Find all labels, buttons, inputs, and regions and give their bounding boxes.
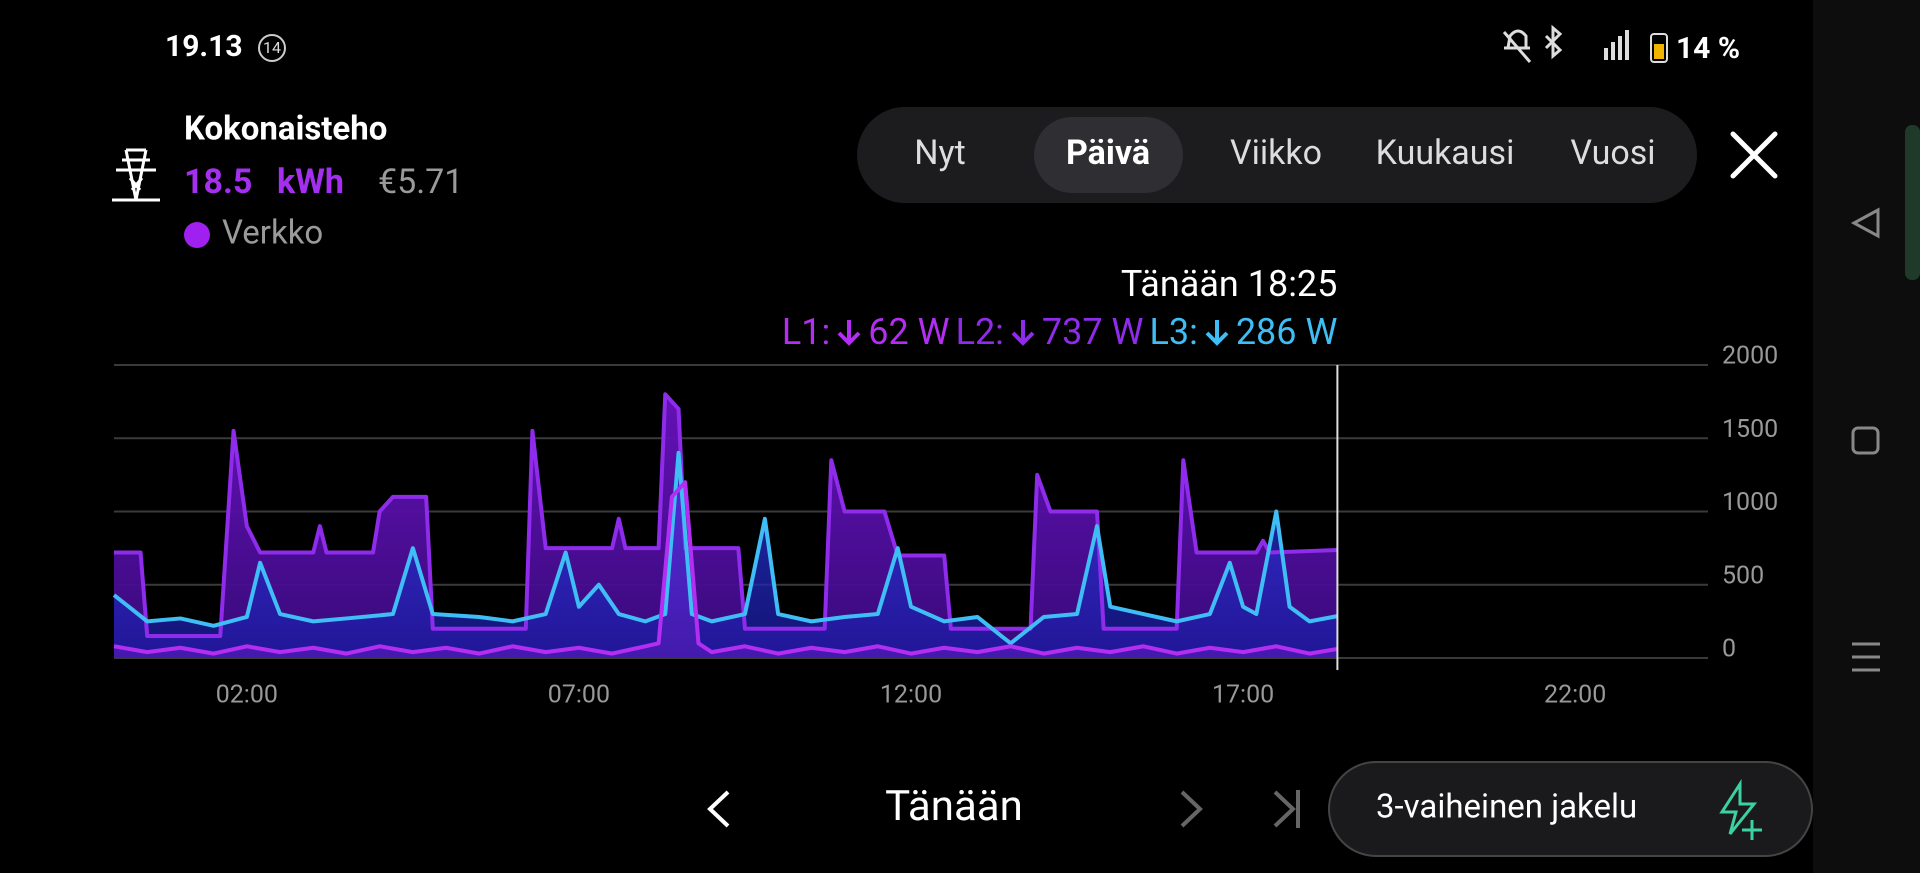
tooltip-series-name: L3: <box>1149 311 1198 353</box>
chart: 0 500 1000 1500 2000 02:00 07:00 12:00 17:00 22:0… <box>112 342 1778 710</box>
arrow-path <box>1011 320 1035 346</box>
arrow-path <box>1205 320 1229 346</box>
badge-circle <box>258 34 286 62</box>
arrow-path <box>837 320 861 346</box>
x-tick-label: 17:00 <box>1212 681 1274 710</box>
header-title: Kokonaisteho <box>184 110 387 149</box>
distribution-button[interactable] <box>1328 761 1813 857</box>
tooltip-series-name: L1: <box>781 311 831 353</box>
x-tick-label: 22:00 <box>1544 681 1606 710</box>
battery-level: 14 % <box>1676 31 1740 66</box>
energy-unit: kWh <box>277 162 344 202</box>
status-icons <box>1502 24 1668 63</box>
cost: €5.71 <box>378 162 463 202</box>
tooltip-title: Tänään 18:25 <box>1120 263 1338 305</box>
status-time: 19.13 <box>165 29 243 64</box>
tooltip-value: 286 W <box>1235 311 1338 353</box>
tab-active[interactable]: Päivä <box>1066 133 1150 173</box>
y-tick-label: 500 <box>1722 561 1764 590</box>
source-dot <box>184 222 210 248</box>
tab[interactable]: Viikko <box>1230 133 1322 173</box>
x-tick-label: 07:00 <box>548 681 610 710</box>
source-label: Verkko <box>222 214 323 253</box>
tab[interactable]: Vuosi <box>1570 133 1655 173</box>
x-tick-label: 02:00 <box>216 681 278 710</box>
tab[interactable]: Kuukausi <box>1376 133 1515 173</box>
nav-home[interactable] <box>1851 426 1880 455</box>
tooltip: Tänään 18:25 L1: 62 W L2: 737 W L3: 286 W <box>782 263 1338 353</box>
x-tick-label: 12:00 <box>880 681 942 710</box>
tooltip-values: L1: 62 W L2: 737 W L3: 286 W <box>782 311 1338 353</box>
period-label: Tänään <box>885 782 1023 831</box>
pylon-icon <box>112 148 160 202</box>
bolt-icon <box>1719 778 1762 840</box>
tab[interactable]: Nyt <box>914 133 965 173</box>
down-arrow <box>1011 320 1035 346</box>
y-tick-label: 2000 <box>1722 342 1778 371</box>
tab-active-bg <box>1034 117 1183 193</box>
series-line <box>113 480 1338 656</box>
y-tick-label: 1000 <box>1722 488 1778 517</box>
status-badge: 14 <box>263 38 281 57</box>
prev-button[interactable] <box>707 790 730 828</box>
nav-bar <box>1813 0 1920 873</box>
area-fill <box>114 452 1338 658</box>
edge-handle <box>1905 125 1920 280</box>
button-label: 3-vaiheinen jakelu <box>1376 788 1637 827</box>
down-arrow <box>1205 320 1229 346</box>
series-line <box>112 450 1338 646</box>
next-button[interactable] <box>1180 790 1203 828</box>
y-tick-label: 0 <box>1722 635 1736 664</box>
nav-back[interactable] <box>1850 207 1880 239</box>
last-button[interactable] <box>1273 790 1300 828</box>
close-button[interactable] <box>1730 131 1778 179</box>
nav-recent[interactable] <box>1852 642 1880 672</box>
tooltip-value: 62 W <box>868 311 950 353</box>
tooltip-value: 737 W <box>1041 311 1144 353</box>
y-tick-label: 1500 <box>1722 415 1778 444</box>
down-arrow <box>837 320 861 346</box>
energy-value: 18.5 <box>184 162 252 202</box>
tooltip-series-name: L2: <box>955 311 1004 353</box>
